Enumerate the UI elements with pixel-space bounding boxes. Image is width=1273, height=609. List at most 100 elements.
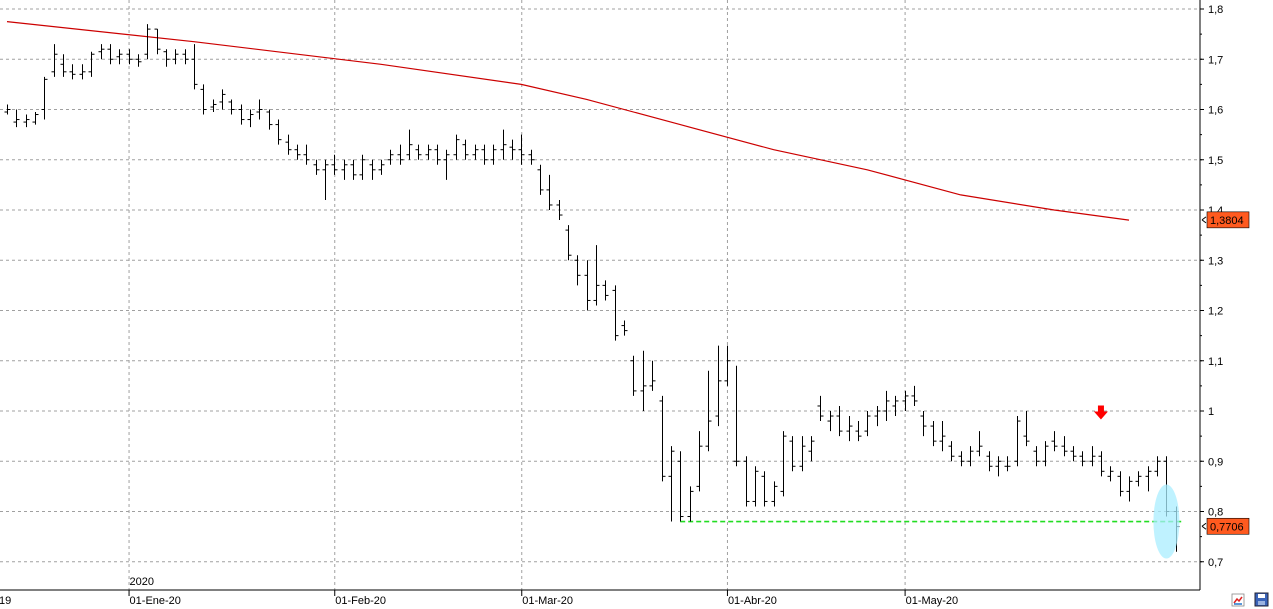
ohlc-bar [387,149,394,165]
ohlc-bar [1061,436,1068,457]
ohlc-bar [200,84,207,115]
ohlc-bar [537,164,544,195]
ohlc-bar [883,390,890,422]
ohlc-bar [13,109,20,128]
ohlc-bar [69,64,76,80]
annotations [1093,405,1180,559]
arrow-down-icon [1093,405,1108,420]
ohlc-bar [640,350,647,411]
ohlc-bar [967,446,974,467]
x-tick-label: 01-Abr-20 [728,595,777,607]
grid [0,0,1200,590]
y-tick-label: 1,8 [1208,4,1223,16]
ohlc-bar [986,451,993,472]
ohlc-bar [462,139,469,160]
ohlc-bar [789,436,796,472]
ohlc-bar [98,44,105,60]
plot-area [4,21,1182,552]
ohlc-bar [228,99,235,115]
ohlc-bar [341,159,348,180]
ohlc-bar [1098,451,1105,477]
y-tick-label: 0,8 [1208,507,1223,519]
ohlc-bar [546,174,553,210]
ohlc-bar [275,119,282,145]
x-tick-label: 01-Mar-20 [522,595,573,607]
y-tick-label: 1 [1208,406,1214,418]
ohlc-bar [948,441,955,462]
ohlc-bar [163,49,170,67]
price-badges: 1,3804 0,7706 [1201,211,1250,535]
ohlc-bar [303,144,310,165]
ohlc-bar [855,421,862,442]
ohlc-bar [677,451,684,522]
moving-average-line [6,21,1130,221]
ohlc-bar [182,49,189,65]
ohlc-bar [621,320,628,336]
ohlc-bar [892,395,899,417]
ohlc-bar [836,405,843,437]
ohlc-bar [331,154,338,175]
ohlc-bar [612,285,619,341]
ohlc-bar [126,49,133,65]
ohlc-bar [210,99,217,113]
ohlc-bar [846,416,853,442]
badge-pointer [1201,216,1207,224]
ohlc-bar [472,144,479,160]
ohlc-bar [1014,416,1021,467]
ohlc-bar [1126,476,1133,502]
ohlc-bar [369,159,376,180]
y-tick-label: 1,6 [1208,105,1223,117]
ohlc-bar [939,421,946,452]
ohlc-bar [60,54,67,77]
ohlc-bar [827,411,834,432]
ohlc-bar [696,431,703,492]
save-icon[interactable] [1254,592,1269,607]
y-tick-label: 1,5 [1208,155,1223,167]
ohlc-bar [23,114,30,128]
ohlc-bar [771,481,778,507]
ohlc-bar [808,436,815,462]
ohlc-bar [443,149,450,180]
ohlc-bar [350,159,357,180]
ohlc-bar [1117,471,1124,497]
ohlc-bar [902,390,909,411]
ohlc-bar [219,89,226,110]
ohlc-bar [32,112,39,125]
badge-label: 0,7706 [1210,521,1244,533]
ohlc-bar [1145,466,1152,492]
ohlc-bar [668,446,675,522]
ohlc-bar [285,134,292,155]
ohlc-bar [79,64,86,80]
ohlc-bar [154,28,161,55]
chart-settings-icon[interactable] [1231,593,1245,607]
ohlc-bar [247,109,254,128]
y-tick-label: 1,7 [1208,54,1223,66]
ohlc-bar [930,421,937,447]
ohlc-bar [51,44,58,77]
price-badge: 1,3804 [1201,211,1250,229]
ohlc-bar [780,431,787,497]
ohlc-bar [995,456,1002,477]
y-tick-label: 1,2 [1208,306,1223,318]
ohlc-bar [4,104,11,115]
badge-box [1206,211,1250,229]
ohlc-bar [602,280,609,301]
ohlc-bar [238,104,245,125]
ohlc-bar [911,385,918,406]
ohlc-bar [518,134,525,165]
ohlc-bar [817,395,824,422]
ohlc-bar [574,255,581,286]
badge-pointer [1201,522,1207,530]
ohlc-bar [500,129,507,160]
ohlc-bar [958,451,965,467]
ohlc-bar [799,436,806,472]
ohlc-bar [593,245,600,306]
y-tick-label: 0,7 [1208,557,1223,569]
ohlc-bar [565,225,572,261]
price-badge: 0,7706 [1201,517,1250,535]
ohlc-bar [761,471,768,507]
ohlc-bar [415,144,422,160]
ohlc-bar [528,149,535,165]
ohlc-bar [864,411,871,437]
ohlc-bar [920,411,927,437]
